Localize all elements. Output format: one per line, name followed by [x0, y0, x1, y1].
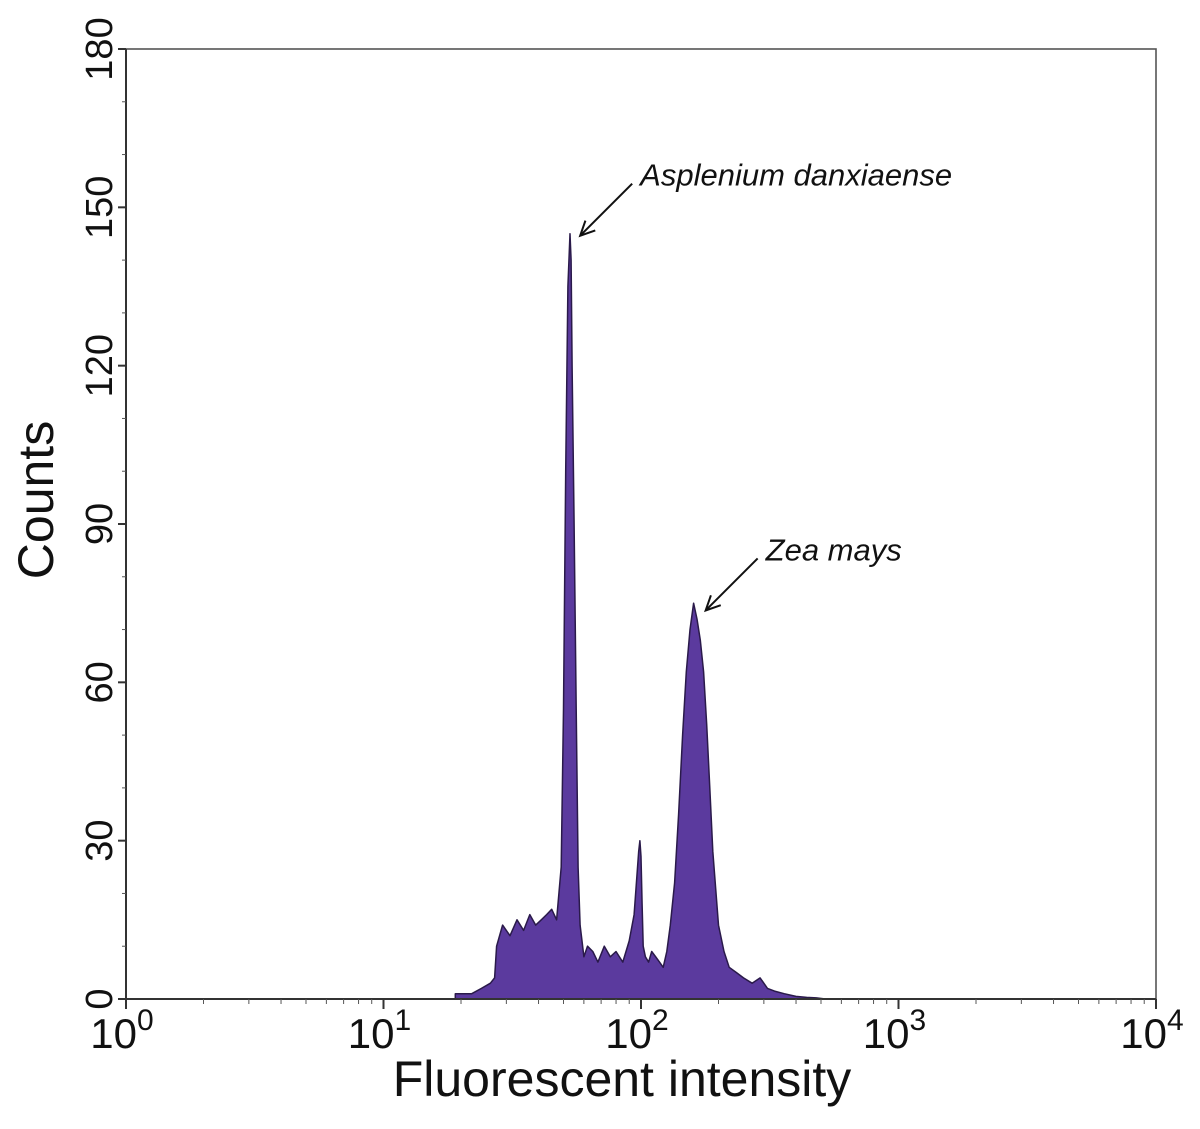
x-tick-label: 103	[863, 1004, 926, 1057]
x-tick-label: 102	[605, 1004, 668, 1057]
annotation-arrow	[579, 183, 633, 237]
annotation-arrow	[704, 557, 759, 612]
annotations: Asplenium danxiaense Zea mays	[578, 158, 952, 613]
annotation-arrowhead	[704, 595, 722, 613]
y-axis-ticks: 0 30 60 90 120 150 180	[79, 17, 126, 1010]
y-tick-label: 120	[79, 334, 121, 397]
annotation-label: Zea mays	[765, 532, 902, 567]
y-axis-title: Counts	[8, 421, 64, 579]
histogram-area	[454, 232, 827, 1000]
annotation-arrowhead	[578, 220, 596, 238]
y-tick-label: 150	[79, 176, 121, 239]
y-tick-label: 60	[79, 661, 121, 703]
annotation-label: Asplenium danxiaense	[638, 158, 952, 193]
x-tick-label: 101	[348, 1004, 411, 1057]
x-axis-title: Fluorescent intensity	[393, 1051, 852, 1107]
y-tick-label: 30	[79, 820, 121, 862]
y-tick-label: 90	[79, 503, 121, 545]
x-tick-label: 100	[90, 1004, 153, 1057]
histogram-group	[454, 232, 827, 1000]
x-axis-ticks: 100 101 102 103 104	[90, 999, 1184, 1057]
y-tick-label: 180	[79, 17, 121, 80]
x-tick-label: 104	[1120, 1004, 1183, 1057]
y-tick-label: 0	[79, 988, 121, 1009]
